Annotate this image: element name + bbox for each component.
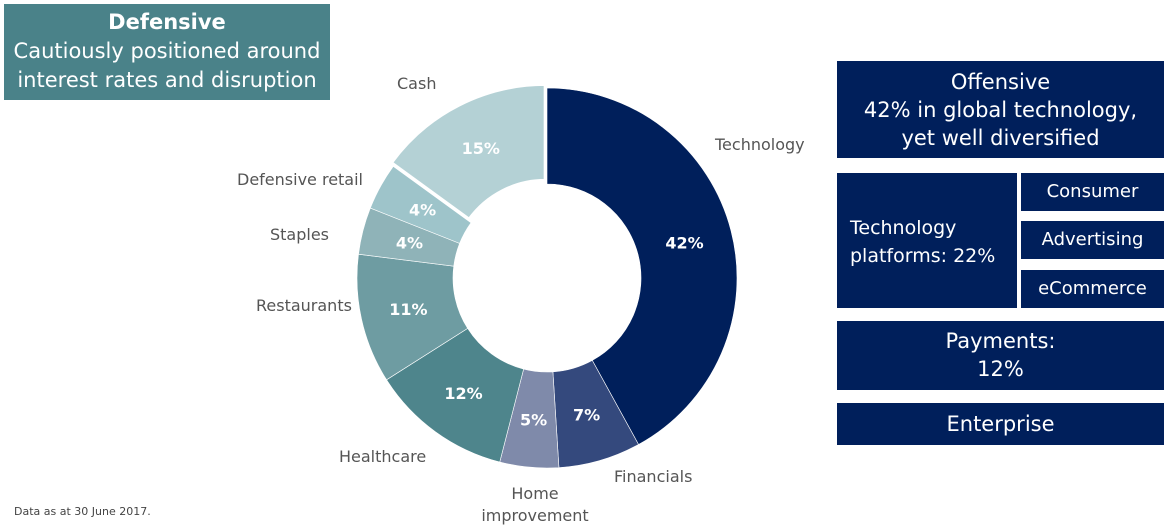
offensive-title: Offensive xyxy=(950,70,1051,94)
label-financials: Financials xyxy=(614,467,693,486)
label-defensive-retail: Defensive retail xyxy=(237,170,363,189)
data-label-healthcare: 12% xyxy=(444,384,482,403)
payments-box: Payments: 12% xyxy=(837,321,1164,390)
footnote: Data as at 30 June 2017. xyxy=(14,505,151,518)
data-label-staples: 4% xyxy=(396,234,423,253)
data-label-financials: 7% xyxy=(573,405,600,424)
label-home-improvement: Home improvement xyxy=(481,484,589,525)
slice-cash xyxy=(389,82,547,222)
tech-platforms-box: Technology platforms: 22% xyxy=(837,173,1017,308)
data-label-defensive-retail: 4% xyxy=(409,201,436,220)
label-cash: Cash xyxy=(397,74,437,93)
consumer-box: Consumer xyxy=(1021,173,1164,211)
slice-defensive-retail xyxy=(369,165,472,244)
defensive-subtitle: Cautiously positioned around interest ra… xyxy=(13,39,321,92)
slice-technology xyxy=(546,87,738,445)
enterprise-box: Enterprise xyxy=(837,403,1164,445)
label-restaurants: Restaurants xyxy=(256,296,352,315)
defensive-box: Defensive Cautiously positioned around i… xyxy=(4,4,330,100)
offensive-box: Offensive 42% in global technology, yet … xyxy=(837,61,1164,158)
data-label-cash: 15% xyxy=(462,139,500,158)
label-staples: Staples xyxy=(270,225,330,244)
label-technology: Technology xyxy=(715,135,805,154)
label-healthcare: Healthcare xyxy=(339,447,427,466)
offensive-subtitle: 42% in global technology, yet well diver… xyxy=(863,98,1138,150)
data-label-home-improvement: 5% xyxy=(520,410,547,429)
data-label-restaurants: 11% xyxy=(389,300,427,319)
defensive-title: Defensive xyxy=(108,10,226,34)
advertising-box: Advertising xyxy=(1021,221,1164,259)
ecommerce-box: eCommerce xyxy=(1021,270,1164,308)
data-label-technology: 42% xyxy=(665,234,703,253)
